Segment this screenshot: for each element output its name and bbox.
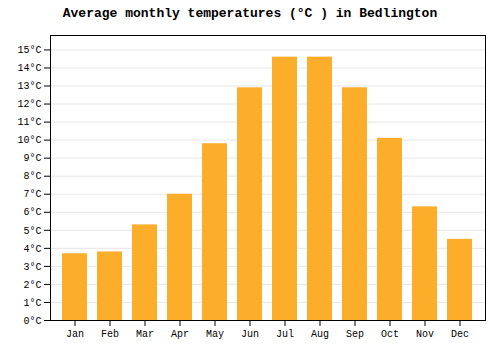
html-text:Average monthly temperatures (: Average monthly temperatures (°C ) in Be… (62, 6, 438, 21)
svg-text:Jul: Jul (276, 329, 294, 340)
svg-text:13°C: 13°C (17, 81, 41, 92)
svg-text:Oct: Oct (381, 329, 399, 340)
svg-text:11°C: 11°C (17, 117, 41, 128)
svg-text:8°C: 8°C (23, 171, 41, 182)
svg-text:7°C: 7°C (23, 189, 41, 200)
svg-text:4°C: 4°C (23, 244, 41, 255)
svg-text:Aug: Aug (311, 329, 329, 340)
svg-text:Jan: Jan (66, 329, 84, 340)
svg-text:Mar: Mar (136, 329, 154, 340)
svg-text:Dec: Dec (451, 329, 469, 340)
svg-text:2°C: 2°C (23, 280, 41, 291)
svg-text:9°C: 9°C (23, 153, 41, 164)
svg-text:1°C: 1°C (23, 298, 41, 309)
svg-text:12°C: 12°C (17, 99, 41, 110)
svg-text:6°C: 6°C (23, 207, 41, 218)
svg-text:5°C: 5°C (23, 226, 41, 237)
svg-text:14°C: 14°C (17, 63, 41, 74)
svg-text:Sep: Sep (346, 329, 364, 340)
svg-text:Jun: Jun (241, 329, 259, 340)
svg-text:Feb: Feb (101, 329, 119, 340)
svg-text:Nov: Nov (416, 329, 434, 340)
svg-text:3°C: 3°C (23, 262, 41, 273)
svg-text:0°C: 0°C (23, 316, 41, 327)
svg-text:Apr: Apr (171, 329, 189, 340)
svg-text:15°C: 15°C (17, 45, 41, 56)
svg-text:May: May (206, 329, 224, 340)
svg-text:10°C: 10°C (17, 135, 41, 146)
